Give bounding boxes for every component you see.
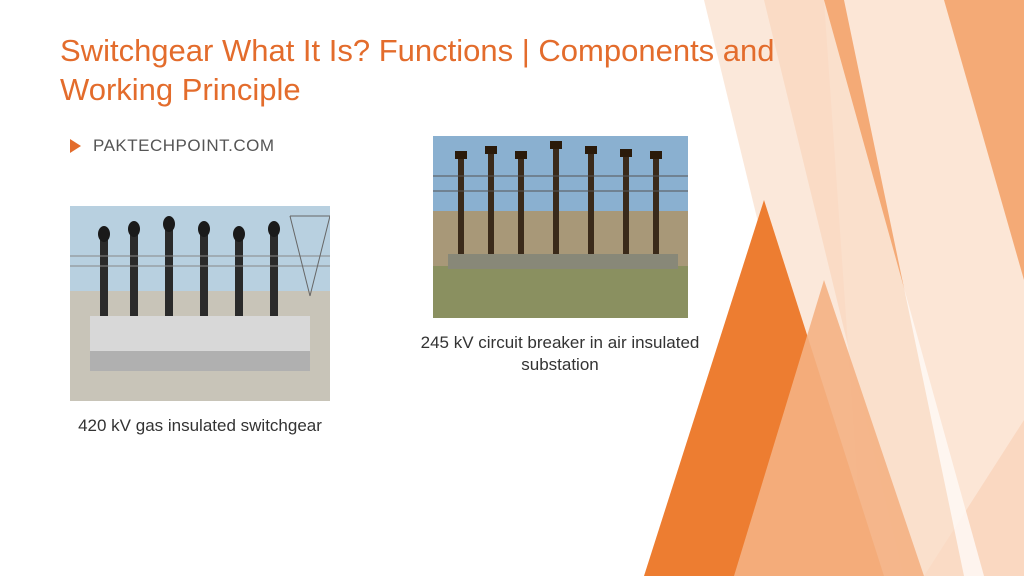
caption-right: 245 kV circuit breaker in air insulated … <box>420 332 700 378</box>
image-gas-insulated-switchgear <box>70 206 330 401</box>
figure-right: 245 kV circuit breaker in air insulated … <box>420 136 700 438</box>
caption-left: 420 kV gas insulated switchgear <box>78 415 322 438</box>
slide-title: Switchgear What It Is? Functions | Compo… <box>60 32 880 110</box>
bullet-text: PAKTECHPOINT.COM <box>93 136 274 156</box>
bullet-triangle-icon <box>70 139 81 153</box>
figure-left: 420 kV gas insulated switchgear <box>70 206 330 438</box>
figures-row: 420 kV gas insulated switchgear <box>60 196 964 438</box>
image-circuit-breaker <box>433 136 688 318</box>
